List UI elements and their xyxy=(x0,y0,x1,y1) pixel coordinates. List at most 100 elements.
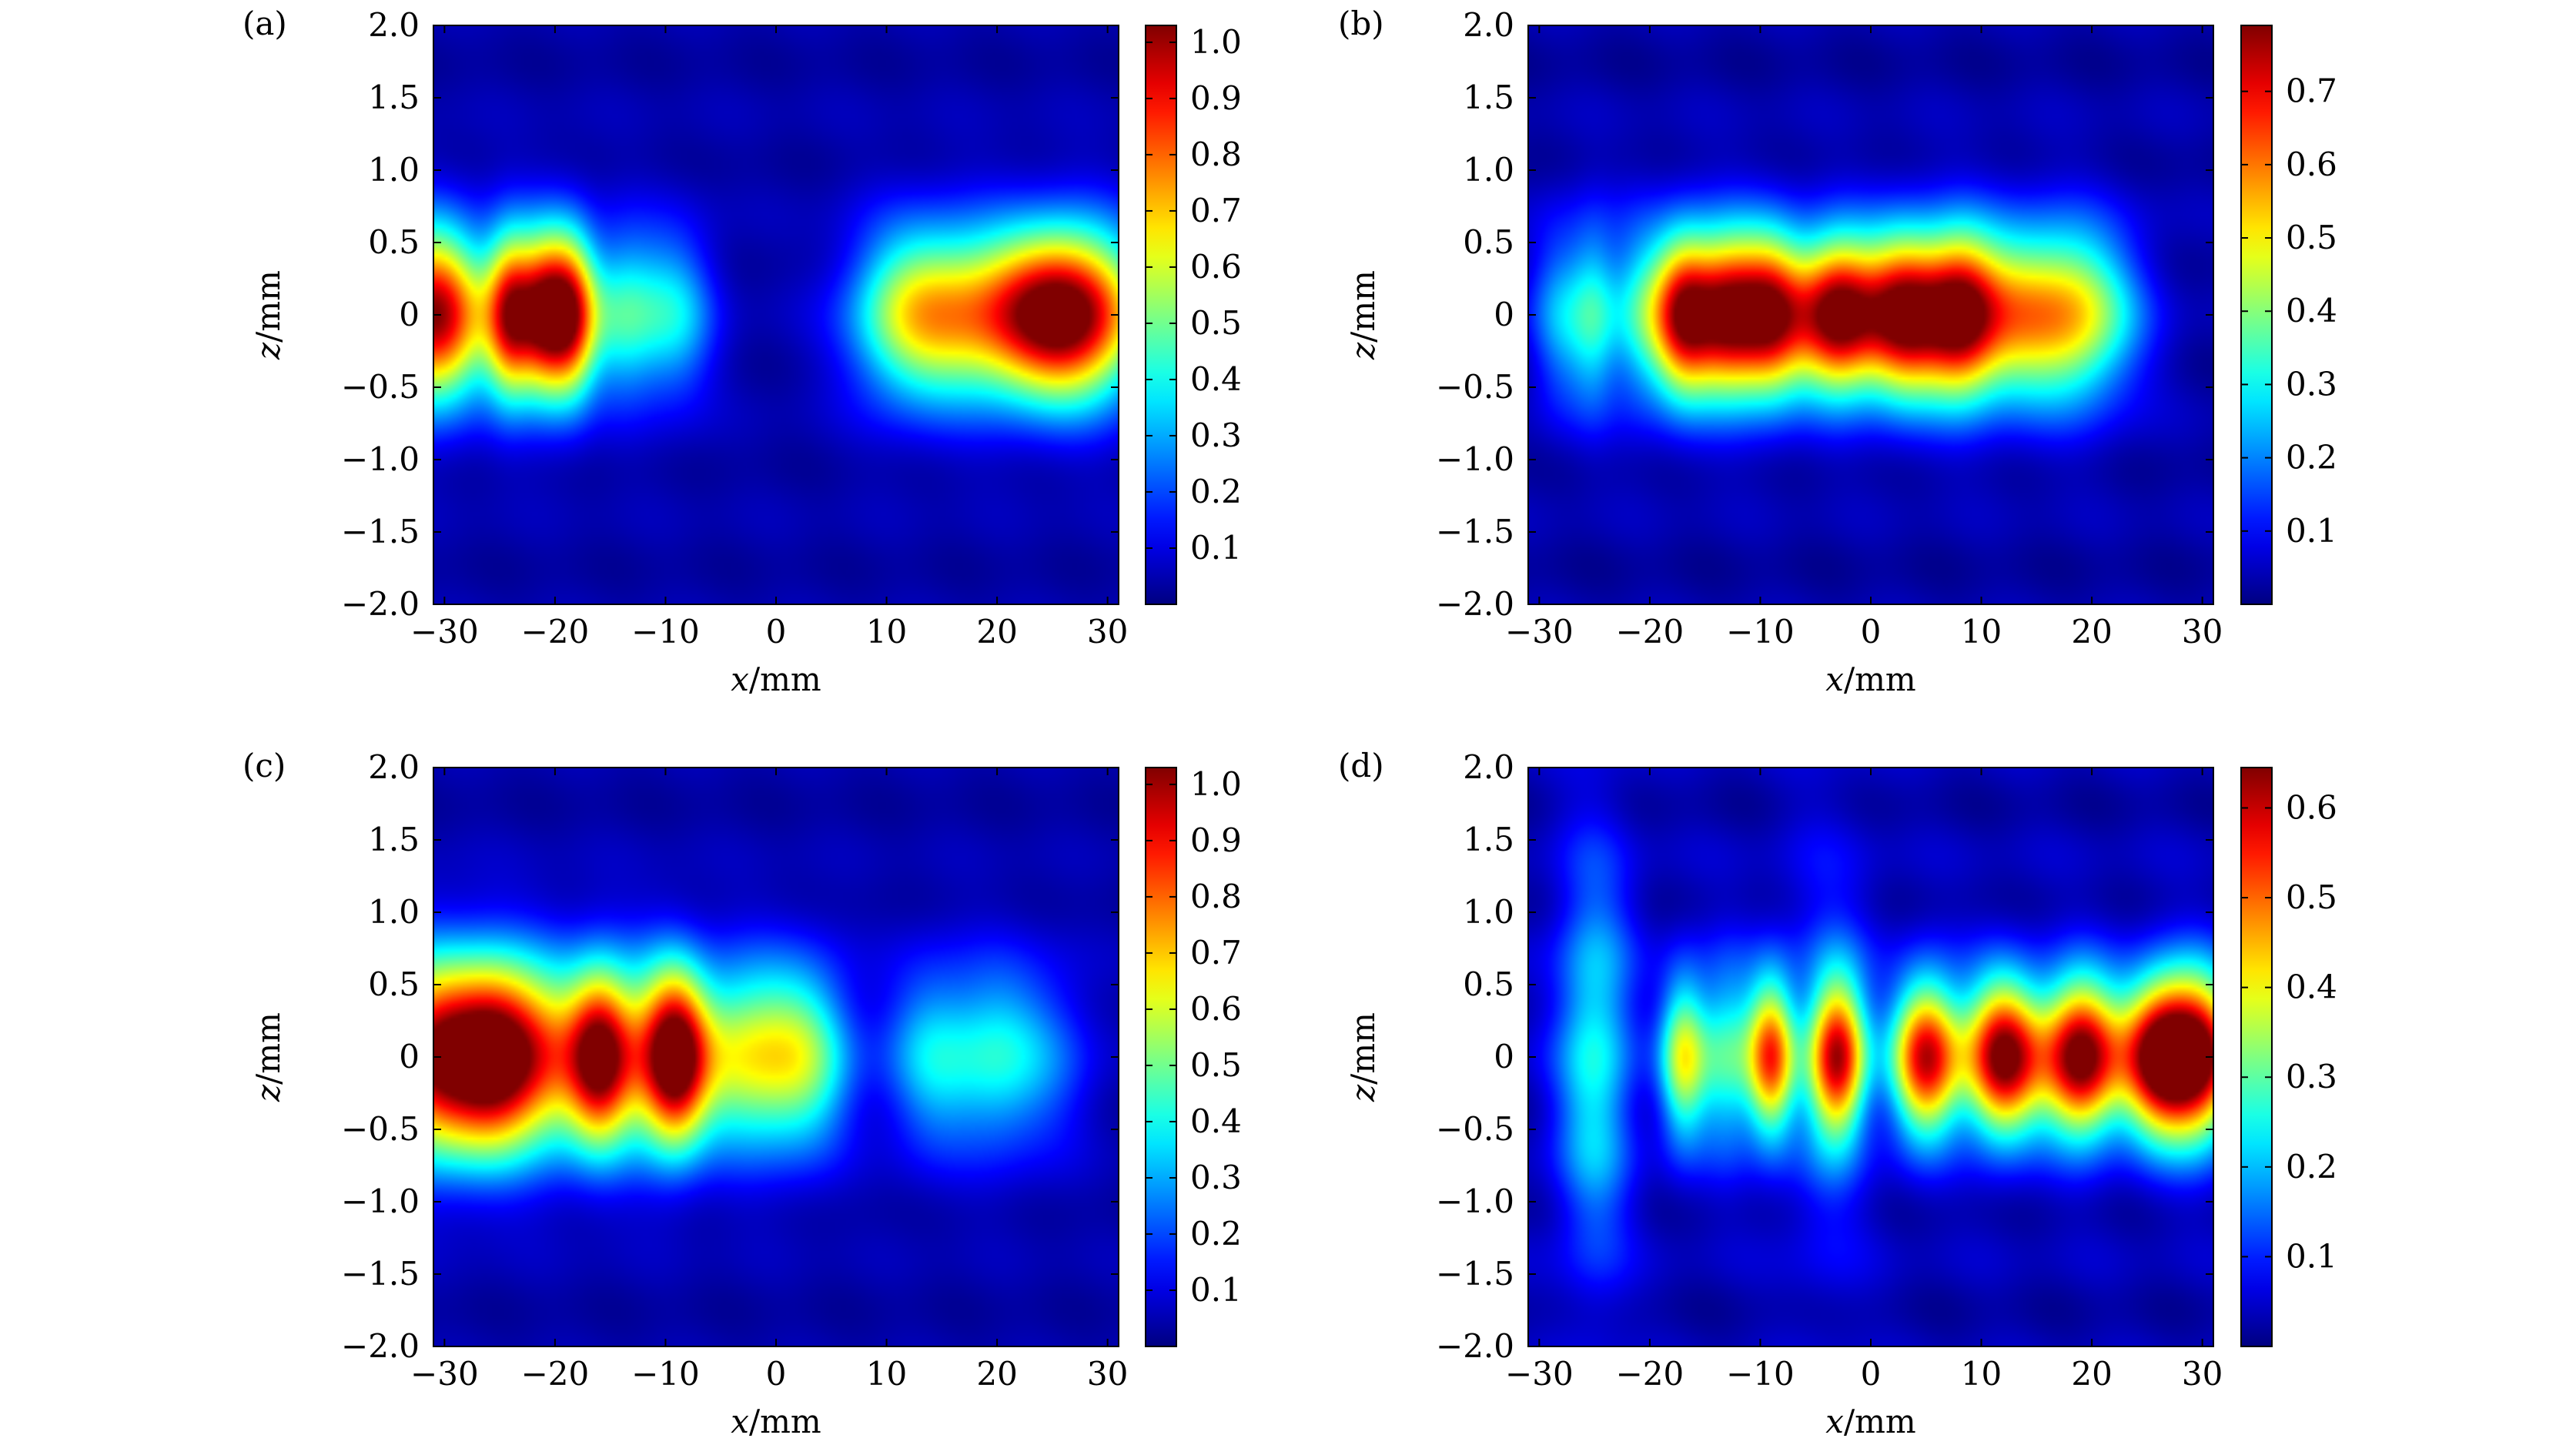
heatmap-panel-b: −30 −20 −10 0 10 20 30 2.0 1.5 1.0 0.5 0 −0.5 −1.0 −1.… xyxy=(1338,5,2337,698)
y-tick-label: −1.5 xyxy=(1436,1255,1514,1293)
y-axis-label: z/mm xyxy=(249,1012,287,1102)
y-tick-label: −1.5 xyxy=(341,1255,420,1293)
heatmap-image xyxy=(433,768,1119,1346)
y-tick-label: 0 xyxy=(1494,1038,1514,1075)
y-tick-label: −0.5 xyxy=(341,1110,420,1148)
y-tick-label: −2.0 xyxy=(1436,1327,1514,1365)
x-tick-label: −20 xyxy=(521,1355,590,1393)
x-tick-label: 0 xyxy=(766,613,787,651)
y-tick-label: −1.0 xyxy=(341,440,420,478)
x-tick-label: 10 xyxy=(1961,1355,2002,1393)
y-tick-label: 2.0 xyxy=(368,6,420,44)
colorbar-tick-label: 1.0 xyxy=(1190,765,1242,803)
y-tick-label: −2.0 xyxy=(341,585,420,623)
x-axis-label: x/mm xyxy=(731,1403,821,1440)
colorbar-tick-label: 0.5 xyxy=(1190,1046,1242,1084)
colorbar-tick-label: 0.1 xyxy=(1190,529,1242,567)
colorbar-tick-label: 0.4 xyxy=(1190,1102,1242,1140)
colorbar-tick-label: 0.1 xyxy=(2286,1237,2337,1275)
x-axis-label: x/mm xyxy=(731,661,821,698)
x-tick-label: −10 xyxy=(631,613,700,651)
heatmap-image xyxy=(433,25,1119,604)
x-axis-label: x/mm xyxy=(1825,1403,1916,1440)
x-tick-label: −30 xyxy=(410,1355,479,1393)
x-tick-label: 10 xyxy=(866,613,907,651)
x-tick-label: 30 xyxy=(1087,1355,1128,1393)
colorbar-tick-label: 0.3 xyxy=(2286,365,2337,403)
heatmap-image xyxy=(1528,25,2213,604)
y-tick-label: −0.5 xyxy=(1436,1110,1514,1148)
x-tick-label: −30 xyxy=(1505,613,1574,651)
y-tick-label: 0.5 xyxy=(1463,223,1514,261)
y-tick-label: 0 xyxy=(399,296,420,333)
colorbar-tick-label: 0.2 xyxy=(1190,1215,1242,1253)
x-tick-label: −10 xyxy=(1726,1355,1795,1393)
y-tick-label: 2.0 xyxy=(1463,6,1514,44)
y-tick-label: 1.5 xyxy=(1463,79,1514,116)
colorbar-tick-label: 0.3 xyxy=(2286,1058,2337,1095)
y-axis-label: z/mm xyxy=(249,270,287,360)
y-tick-label: −1.0 xyxy=(1436,440,1514,478)
x-tick-label: 30 xyxy=(2182,1355,2223,1393)
colorbar-tick-label: 0.3 xyxy=(1190,416,1242,454)
colorbar-tick-label: 0.7 xyxy=(2286,72,2337,110)
y-axis-label: z/mm xyxy=(1344,1012,1382,1102)
colorbar-tick-label: 0.5 xyxy=(2286,878,2337,916)
colorbar-tick-label: 0.7 xyxy=(1190,934,1242,972)
y-tick-label: −1.0 xyxy=(341,1182,420,1220)
x-tick-label: 30 xyxy=(1087,613,1128,651)
colorbar-tick-label: 0.5 xyxy=(1190,304,1242,342)
x-tick-label: −20 xyxy=(1616,613,1684,651)
colorbar xyxy=(1145,25,1177,605)
y-tick-label: −2.0 xyxy=(1436,585,1514,623)
y-tick-label: −1.0 xyxy=(1436,1182,1514,1220)
y-tick-label: −0.5 xyxy=(1436,368,1514,406)
x-tick-label: 20 xyxy=(2071,613,2112,651)
colorbar-tick-label: 0.7 xyxy=(1190,192,1242,229)
colorbar-tick-label: 0.3 xyxy=(1190,1159,1242,1196)
y-tick-label: 0.5 xyxy=(1463,965,1514,1003)
colorbar-tick-label: 0.6 xyxy=(1190,248,1242,286)
y-tick-label: 0.5 xyxy=(368,965,420,1003)
colorbar xyxy=(1145,767,1177,1347)
colorbar-tick-label: 0.4 xyxy=(1190,360,1242,398)
y-tick-label: 1.5 xyxy=(1463,821,1514,858)
colorbar-tick-label: 0.2 xyxy=(2286,1148,2337,1186)
colorbar-tick-label: 0.2 xyxy=(1190,473,1242,510)
x-tick-label: −20 xyxy=(1616,1355,1684,1393)
x-tick-label: 10 xyxy=(866,1355,907,1393)
x-tick-label: −10 xyxy=(1726,613,1795,651)
y-tick-label: 0 xyxy=(399,1038,420,1075)
colorbar-tick-label: 1.0 xyxy=(1190,23,1242,61)
y-tick-label: 1.0 xyxy=(368,151,420,189)
y-tick-label: −1.5 xyxy=(1436,513,1514,550)
heatmap-panel-c: −30 −20 −10 0 10 20 30 2.0 1.5 1.0 0.5 0 −0.5 −1.0 −1.… xyxy=(243,747,1242,1440)
y-tick-label: −0.5 xyxy=(341,368,420,406)
x-tick-label: 20 xyxy=(2071,1355,2112,1393)
panel-label: (b) xyxy=(1338,5,1384,42)
y-tick-label: −2.0 xyxy=(341,1327,420,1365)
x-tick-label: 30 xyxy=(2182,613,2223,651)
y-tick-label: 1.5 xyxy=(368,821,420,858)
y-tick-label: 0 xyxy=(1494,296,1514,333)
x-tick-label: 20 xyxy=(976,1355,1017,1393)
y-tick-label: 2.0 xyxy=(1463,748,1514,786)
x-tick-label: −30 xyxy=(410,613,479,651)
colorbar-tick-label: 0.6 xyxy=(1190,990,1242,1028)
panel-label: (d) xyxy=(1338,747,1384,784)
y-tick-label: −1.5 xyxy=(341,513,420,550)
colorbar-tick-label: 0.1 xyxy=(2286,512,2337,550)
heatmap-image xyxy=(1528,768,2213,1346)
heatmap-panel-d: −30 −20 −10 0 10 20 30 2.0 1.5 1.0 0.5 0 −0.5 −1.0 −1.… xyxy=(1338,747,2337,1440)
y-axis-label: z/mm xyxy=(1344,270,1382,360)
colorbar-tick-label: 0.5 xyxy=(2286,219,2337,256)
colorbar-tick-label: 0.8 xyxy=(1190,878,1242,915)
y-tick-label: 1.0 xyxy=(368,893,420,931)
colorbar-tick-label: 0.4 xyxy=(2286,292,2337,329)
colorbar-tick-label: 0.4 xyxy=(2286,968,2337,1006)
colorbar-tick-label: 0.9 xyxy=(1190,79,1242,117)
y-tick-label: 1.5 xyxy=(368,79,420,116)
x-tick-label: 20 xyxy=(976,613,1017,651)
heatmap-panel-a: −30 −20 −10 0 10 20 30 2.0 1.5 1.0 0.5 0 −0.5 −1.0 −1.… xyxy=(243,5,1242,698)
